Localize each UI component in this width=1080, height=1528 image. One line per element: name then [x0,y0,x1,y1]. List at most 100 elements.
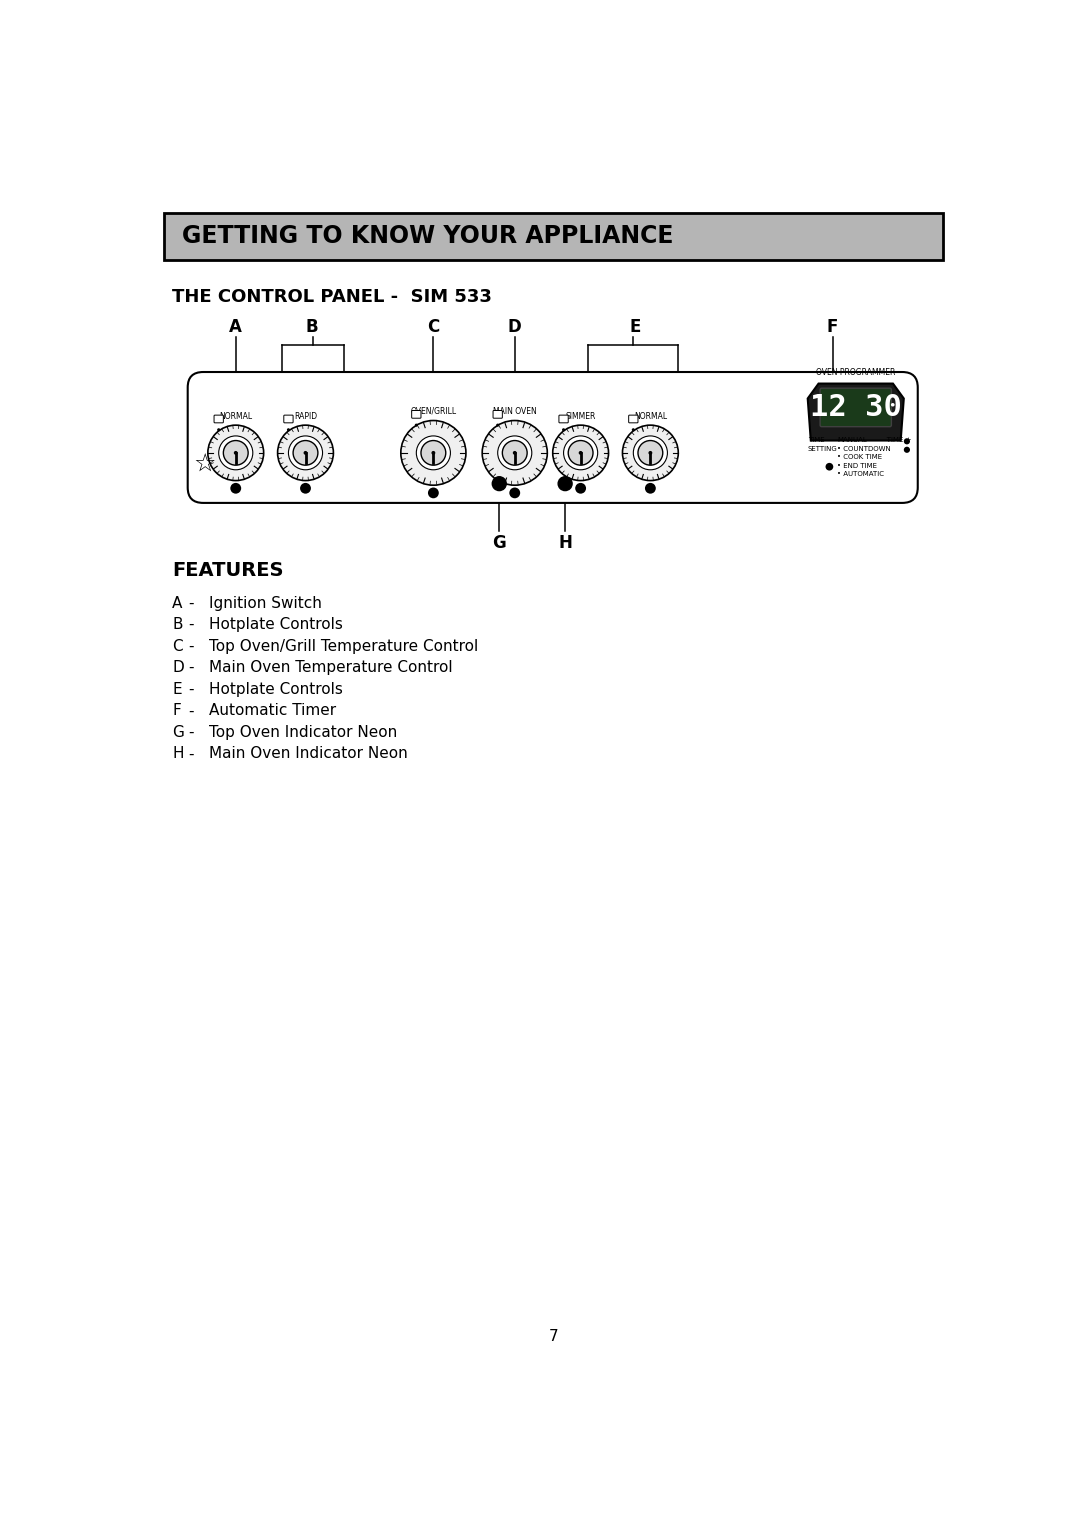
Text: F: F [827,318,838,336]
Circle shape [401,420,465,486]
Text: -: - [188,617,193,633]
Circle shape [415,423,418,426]
Text: • COOK TIME: • COOK TIME [837,454,882,460]
Circle shape [904,439,910,445]
Circle shape [217,428,220,431]
FancyBboxPatch shape [494,411,502,419]
Text: 7: 7 [549,1329,558,1345]
Circle shape [303,451,308,455]
Text: G: G [492,533,507,552]
Text: -: - [188,660,193,675]
Circle shape [648,451,652,455]
FancyBboxPatch shape [559,416,568,423]
Text: SETTING: SETTING [808,446,837,452]
Text: RAPID: RAPID [294,411,318,420]
Text: Automatic Timer: Automatic Timer [210,703,337,718]
Text: -: - [188,639,193,654]
Text: E: E [172,681,181,697]
Text: – TIME +: – TIME + [881,437,912,443]
Text: C: C [172,639,183,654]
Text: -: - [188,703,193,718]
Circle shape [431,451,435,455]
Circle shape [632,428,635,431]
Circle shape [421,440,446,465]
Text: B: B [172,617,183,633]
Circle shape [293,440,318,465]
FancyBboxPatch shape [284,416,293,423]
Circle shape [638,440,663,465]
Text: NORMAL: NORMAL [634,411,667,420]
Circle shape [553,425,608,481]
Circle shape [287,428,291,431]
Text: -: - [188,724,193,740]
Text: C: C [428,318,440,336]
Circle shape [416,435,450,469]
FancyBboxPatch shape [629,416,638,423]
FancyBboxPatch shape [820,388,891,426]
Text: -: - [188,596,193,611]
Text: • COUNTDOWN: • COUNTDOWN [837,446,891,452]
Text: SIMMER: SIMMER [566,411,596,420]
FancyBboxPatch shape [188,371,918,503]
Text: MANUAL: MANUAL [837,437,867,443]
Text: • AUTOMATIC: • AUTOMATIC [837,471,885,477]
Circle shape [288,435,323,469]
Text: H: H [558,533,572,552]
Circle shape [622,425,678,481]
Circle shape [502,440,527,465]
FancyBboxPatch shape [214,416,224,423]
FancyBboxPatch shape [411,411,421,419]
Text: A: A [229,318,242,336]
Circle shape [579,451,582,455]
Text: Top Oven Indicator Neon: Top Oven Indicator Neon [210,724,397,740]
Text: Main Oven Indicator Neon: Main Oven Indicator Neon [210,747,408,761]
Text: ☆: ☆ [193,452,216,477]
Text: B: B [306,318,318,336]
Circle shape [496,423,499,426]
Text: Main Oven Temperature Control: Main Oven Temperature Control [210,660,453,675]
Circle shape [513,451,516,455]
Text: • END TIME: • END TIME [837,463,877,469]
Bar [164,212,943,260]
Circle shape [278,425,334,481]
Text: Hotplate Controls: Hotplate Controls [210,617,343,633]
Text: OVEN/GRILL: OVEN/GRILL [410,406,457,416]
Text: Top Oven/Grill Temperature Control: Top Oven/Grill Temperature Control [210,639,478,654]
Circle shape [498,435,531,469]
Circle shape [510,487,521,498]
Text: D: D [508,318,522,336]
Circle shape [482,420,548,486]
Circle shape [224,440,248,465]
Text: Ignition Switch: Ignition Switch [210,596,322,611]
Circle shape [576,483,586,494]
Text: GETTING TO KNOW YOUR APPLIANCE: GETTING TO KNOW YOUR APPLIANCE [181,225,673,249]
Circle shape [558,477,572,490]
Circle shape [428,487,438,498]
Text: A: A [172,596,183,611]
Text: THE CONTROL PANEL -  SIM 533: THE CONTROL PANEL - SIM 533 [172,289,492,306]
Circle shape [300,483,311,494]
Text: -: - [188,681,193,697]
Circle shape [207,425,264,481]
Circle shape [564,435,597,469]
Text: FEATURES: FEATURES [172,561,284,579]
Text: H: H [172,747,184,761]
Text: F: F [172,703,181,718]
Polygon shape [808,384,904,440]
Circle shape [568,440,593,465]
Text: Hotplate Controls: Hotplate Controls [210,681,343,697]
Text: TIME: TIME [808,437,824,443]
Text: MAIN OVEN: MAIN OVEN [492,406,537,416]
Circle shape [492,477,507,490]
Text: 12 30: 12 30 [810,393,902,422]
Circle shape [633,435,667,469]
Text: G: G [172,724,184,740]
Circle shape [645,483,656,494]
Circle shape [218,435,253,469]
Text: E: E [630,318,640,336]
Circle shape [562,428,565,431]
Text: D: D [172,660,184,675]
Circle shape [233,451,238,455]
Circle shape [825,463,834,471]
Circle shape [904,446,910,452]
